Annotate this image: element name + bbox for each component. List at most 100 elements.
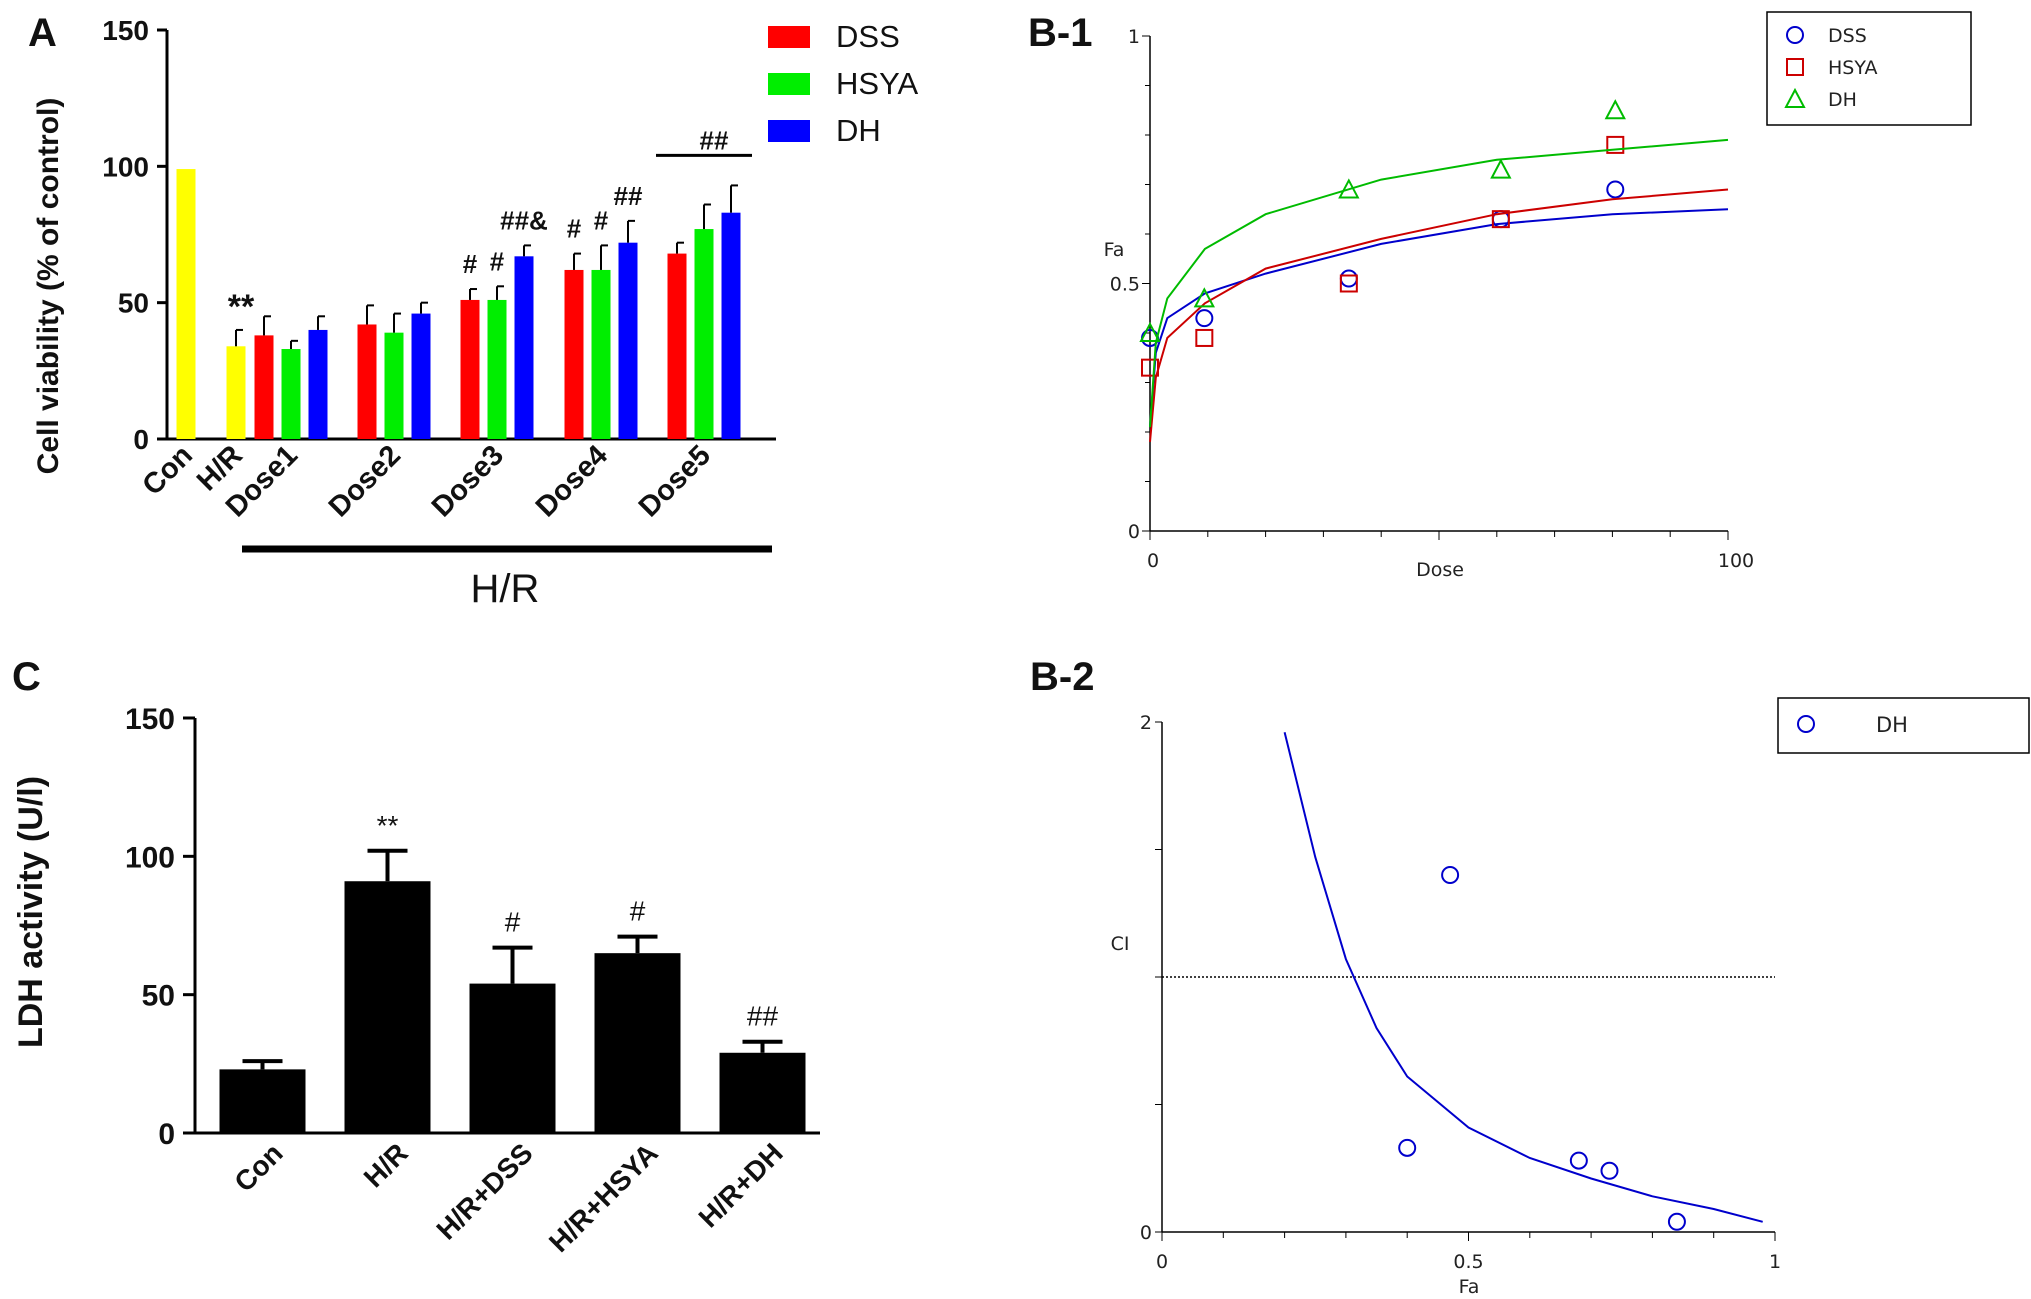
panel-a-bar-dss-dose2 — [357, 324, 377, 439]
panel-a-bar-hr — [226, 346, 246, 439]
panel-a-bar-hsya-dose1 — [281, 349, 301, 439]
panel-b2-x-axis-label: Fa — [1459, 1276, 1480, 1298]
panel-b1-point-hsya — [1195, 328, 1214, 347]
panel-b2-y-axis-label: CI — [1111, 933, 1130, 955]
panel-b1-point-dh — [1490, 158, 1512, 179]
panel-b1-legend-label-dh: DH — [1828, 89, 1857, 111]
panel-a-bar-dh-dose5 — [721, 212, 741, 439]
panel-a-y-axis-label: Cell viability (% of control) — [32, 98, 65, 475]
panel-a-x-tick-label: Dose4 — [530, 439, 614, 523]
panel-c-x-tick-label: H/R+HSYA — [543, 1137, 664, 1258]
panel-c-significance-mark: ## — [747, 1001, 779, 1032]
panel-a-significance-mark: ##& — [500, 205, 548, 235]
panel-a-bar-dh-dose1 — [308, 329, 328, 439]
panel-a-significance-mark: # — [567, 214, 582, 244]
panel-c-x-tick-label: Con — [228, 1137, 288, 1197]
panel-a-bar-hsya-dose2 — [384, 332, 404, 439]
panel-a-y-tick-label: 150 — [102, 15, 149, 46]
panel-b2-point-dh — [1441, 866, 1460, 884]
panel-b1-y-axis-label: Fa — [1104, 239, 1125, 261]
panel-a-x-tick-label: Dose3 — [426, 439, 510, 523]
panel-a-bar-hsya-dose3 — [487, 299, 507, 439]
panel-b2-y-tick-label: 0 — [1140, 1222, 1152, 1244]
panel-b1-legend-label-hsya: HSYA — [1828, 57, 1877, 79]
panel-a-bar-dss-dose5 — [667, 253, 687, 439]
panel-c-significance-mark: # — [505, 907, 521, 938]
panel-a-legend-swatch-hsya — [768, 73, 810, 95]
panel-a-legend-label-dss: DSS — [836, 19, 900, 54]
panel-c-bar-h-r-dss — [469, 983, 556, 1133]
panel-a-bar-dh-dose4 — [618, 242, 638, 439]
panel-label-b1: B-1 — [1028, 11, 1092, 55]
panel-a-x-tick-label: Dose5 — [633, 439, 717, 523]
panel-a-y-tick-label: 0 — [133, 424, 149, 455]
panel-c-significance-mark: ** — [377, 810, 399, 841]
panel-b1-point-dh — [1338, 178, 1360, 199]
panel-b2-legend: DH — [1777, 697, 2030, 754]
panel-b1-x-tick-label: 100 — [1718, 550, 1754, 572]
panel-a-significance-mark: ** — [228, 288, 255, 326]
panel-b1-y-tick-label: 1 — [1128, 26, 1140, 48]
panel-b1-point-hsya — [1491, 210, 1510, 229]
panel-a-bar-dh-dose3 — [514, 256, 534, 439]
panel-c-significance-mark: # — [630, 896, 646, 927]
panel-c-y-tick-label: 150 — [125, 703, 175, 736]
panel-c-bar-con — [219, 1069, 306, 1133]
panel-b2-point-dh — [1667, 1212, 1686, 1231]
panel-c-x-tick-label: H/R+DSS — [430, 1137, 538, 1245]
panel-a-bar-hsya-dose4 — [591, 269, 611, 439]
panel-b1-legend: DSS HSYA DH — [1766, 11, 1972, 126]
panel-a-y-tick-label: 100 — [102, 151, 149, 182]
panel-a-significance-mark: # — [463, 249, 478, 279]
panel-c-bar-h-r-hsya — [594, 953, 681, 1133]
panel-b1-point-dss — [1606, 180, 1625, 199]
panel-b2-point-dh — [1600, 1161, 1619, 1180]
panel-a-y-tick-label: 50 — [118, 288, 149, 319]
panel-b1-fit-curve-hsya — [1149, 188, 1729, 442]
panel-b1-legend-marker-dss — [1786, 26, 1804, 44]
panel-b1-fit-curve-dss — [1149, 208, 1729, 428]
panel-a-legend-label-hsya: HSYA — [836, 66, 918, 101]
panel-b1-point-hsya — [1339, 274, 1358, 293]
panel-b1-legend-label-dss: DSS — [1828, 25, 1867, 47]
panel-c-bar-h-r-dh — [719, 1052, 806, 1133]
panel-c-bar-h-r — [344, 881, 431, 1133]
panel-label-a: A — [28, 11, 57, 55]
panel-a-bar-dss-dose4 — [564, 269, 584, 439]
panel-b1-point-dh — [1604, 99, 1626, 120]
panel-b1-x-axis-label: Dose — [1416, 559, 1464, 581]
panel-a-bar-con — [176, 169, 196, 439]
panel-c-y-tick-label: 50 — [142, 980, 175, 1013]
panel-a-bar-hsya-dose5 — [694, 229, 714, 439]
panel-a-significance-mark: ## — [614, 181, 643, 211]
panel-b1-point-dh — [1139, 321, 1161, 342]
panel-a-legend: DSS HSYA DH — [768, 19, 918, 148]
panel-c-x-tick-label: H/R — [358, 1137, 414, 1193]
panel-b1-y-tick-label: 0 — [1128, 521, 1140, 543]
panel-b1-point-dh — [1193, 287, 1215, 308]
panel-b2-x-tick-label: 0 — [1156, 1251, 1168, 1273]
panel-a-bar-dss-dose1 — [254, 335, 274, 439]
panel-b1-legend-marker-hsya — [1786, 58, 1804, 76]
panel-a-significance-mark: ## — [700, 125, 729, 155]
panel-a-legend-swatch-dh — [768, 120, 810, 142]
panel-b1-point-dss — [1195, 309, 1214, 328]
panel-c-y-axis-label: LDH activity (U/l) — [12, 776, 50, 1048]
panel-a-bar-chart: Cell viability (% of control) H/R DSS HSY… — [32, 15, 918, 611]
panel-b2-x-tick-label: 1 — [1769, 1251, 1781, 1273]
panel-b1-y-tick-label: 0.5 — [1110, 274, 1140, 296]
panel-b2-legend-box — [1777, 697, 2030, 754]
panel-c-bar-chart: LDH activity (U/l) 0 50 100 150 Con ** H/R # H/R… — [12, 703, 820, 1258]
panel-a-significance-mark: # — [490, 246, 505, 276]
panel-c-x-tick-label: H/R+DH — [693, 1137, 789, 1233]
panel-b2-y-tick-label: 2 — [1140, 712, 1152, 734]
panel-b2-point-dh — [1569, 1151, 1588, 1170]
panel-b2-fit-curve-dh — [1283, 731, 1763, 1223]
panel-b2-point-dh — [1398, 1138, 1417, 1157]
panel-a-x-tick-label: Dose2 — [323, 439, 407, 523]
panel-a-bar-dh-dose2 — [411, 313, 431, 439]
panel-b1-fit-curve-dh — [1149, 138, 1729, 428]
panel-b1-x-tick-label: 0 — [1147, 550, 1159, 572]
panel-b2-x-tick-label: 0.5 — [1453, 1251, 1483, 1273]
